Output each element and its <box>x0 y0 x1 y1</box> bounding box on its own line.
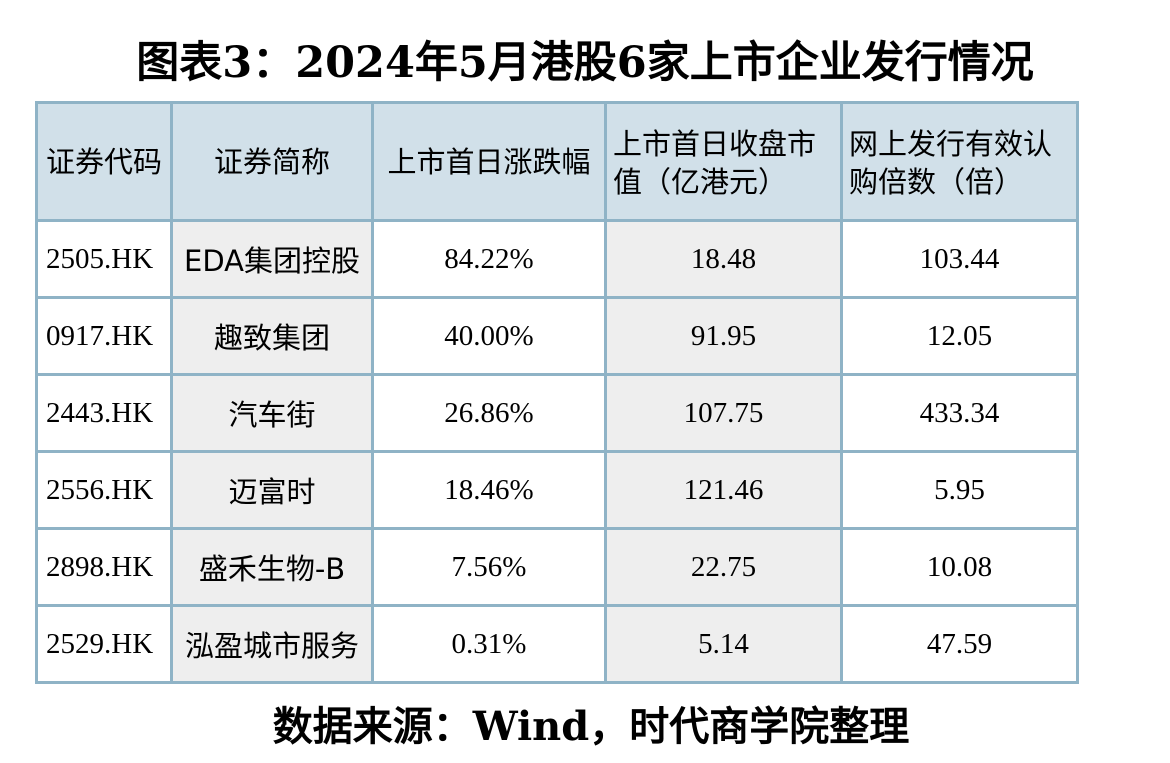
cell-code: 2505.HK <box>35 219 173 299</box>
table-row: 0917.HK 趣致集团 40.00% 91.95 12.05 <box>35 296 1079 376</box>
figure-title: 图表3：2024年5月港股6家上市企业发行情况 <box>136 38 1034 88</box>
cell-oversub: 433.34 <box>840 373 1079 453</box>
cell-change: 40.00% <box>371 296 607 376</box>
cell-mktcap: 121.46 <box>604 450 843 530</box>
cell-name: 迈富时 <box>170 450 374 530</box>
source-note: 数据来源：Wind，时代商学院整理 <box>272 703 910 750</box>
cell-name: 盛禾生物-B <box>170 527 374 607</box>
table-row: 2898.HK 盛禾生物-B 7.56% 22.75 10.08 <box>35 527 1079 607</box>
header-code: 证券代码 <box>35 101 173 222</box>
cell-mktcap: 18.48 <box>604 219 843 299</box>
cell-change: 0.31% <box>371 604 607 684</box>
cell-oversub: 47.59 <box>840 604 1079 684</box>
cell-code: 2898.HK <box>35 527 173 607</box>
header-mktcap: 上市首日收盘市值（亿港元） <box>604 101 843 222</box>
cell-name: 泓盈城市服务 <box>170 604 374 684</box>
table-row: 2505.HK EDA集团控股 84.22% 18.48 103.44 <box>35 219 1079 299</box>
cell-change: 18.46% <box>371 450 607 530</box>
header-oversub: 网上发行有效认购倍数（倍） <box>840 101 1079 222</box>
cell-code: 0917.HK <box>35 296 173 376</box>
cell-name: 趣致集团 <box>170 296 374 376</box>
header-name: 证券简称 <box>170 101 374 222</box>
cell-change: 84.22% <box>371 219 607 299</box>
cell-mktcap: 5.14 <box>604 604 843 684</box>
cell-code: 2556.HK <box>35 450 173 530</box>
cell-code: 2529.HK <box>35 604 173 684</box>
cell-oversub: 103.44 <box>840 219 1079 299</box>
ipo-table: 证券代码 证券简称 上市首日涨跌幅 上市首日收盘市值（亿港元） 网上发行有效认购… <box>35 101 1079 684</box>
table-row: 2443.HK 汽车街 26.86% 107.75 433.34 <box>35 373 1079 453</box>
cell-mktcap: 91.95 <box>604 296 843 376</box>
cell-change: 26.86% <box>371 373 607 453</box>
cell-mktcap: 107.75 <box>604 373 843 453</box>
cell-oversub: 12.05 <box>840 296 1079 376</box>
cell-change: 7.56% <box>371 527 607 607</box>
header-change: 上市首日涨跌幅 <box>371 101 607 222</box>
cell-code: 2443.HK <box>35 373 173 453</box>
cell-oversub: 5.95 <box>840 450 1079 530</box>
table-header-row: 证券代码 证券简称 上市首日涨跌幅 上市首日收盘市值（亿港元） 网上发行有效认购… <box>35 101 1079 222</box>
cell-name: 汽车街 <box>170 373 374 453</box>
cell-mktcap: 22.75 <box>604 527 843 607</box>
table-row: 2529.HK 泓盈城市服务 0.31% 5.14 47.59 <box>35 604 1079 684</box>
table-row: 2556.HK 迈富时 18.46% 121.46 5.95 <box>35 450 1079 530</box>
cell-name: EDA集团控股 <box>170 219 374 299</box>
cell-oversub: 10.08 <box>840 527 1079 607</box>
